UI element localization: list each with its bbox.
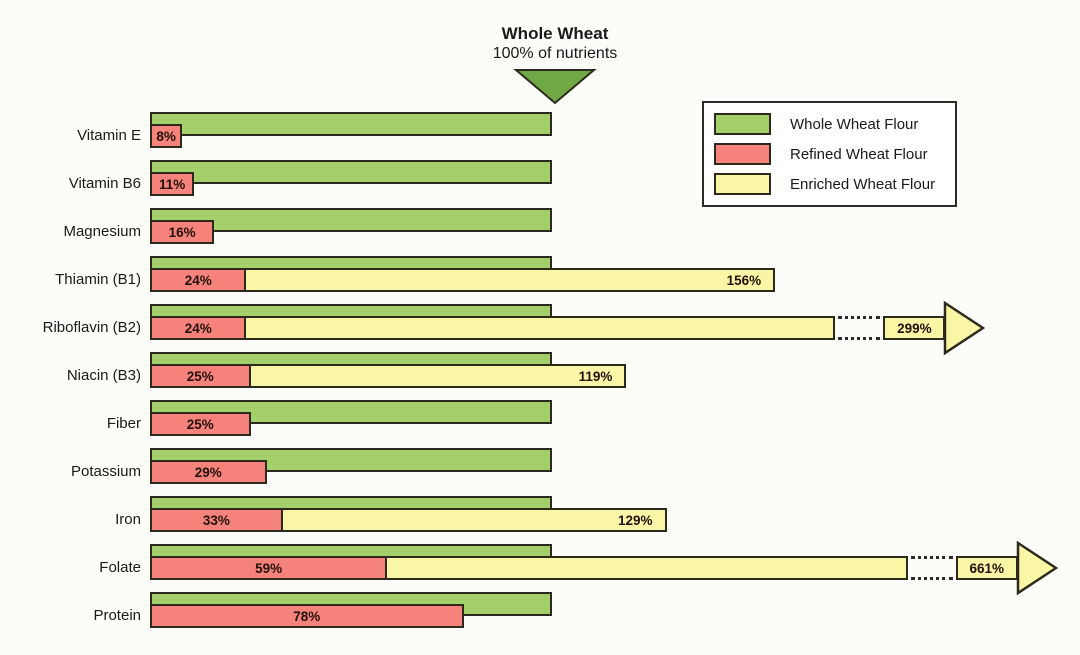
bar-line: 25% bbox=[150, 412, 251, 436]
legend-swatch-refined-wheat-icon bbox=[714, 143, 771, 165]
row-label: Magnesium bbox=[63, 223, 141, 240]
legend-swatch-whole-wheat-icon bbox=[714, 113, 771, 135]
refined-bar: 78% bbox=[150, 604, 464, 628]
refined-bar: 59% bbox=[150, 556, 388, 580]
offscale-value-label: 299% bbox=[897, 320, 932, 336]
chart-subtitle: 100% of nutrients bbox=[492, 45, 618, 62]
enriched-value-label: 119% bbox=[578, 368, 613, 384]
chart-row: Vitamin B6 11% bbox=[0, 160, 1080, 208]
refined-bar: 25% bbox=[150, 364, 251, 388]
enriched-value-label: 156% bbox=[726, 272, 762, 288]
enriched-bar: 156% bbox=[244, 268, 776, 292]
refined-bar: 25% bbox=[150, 412, 251, 436]
refined-bar: 24% bbox=[150, 316, 247, 340]
enriched-bar bbox=[385, 556, 908, 580]
legend: Whole Wheat Flour Refined Wheat Flour En… bbox=[702, 101, 957, 207]
chart-row: Magnesium 16% bbox=[0, 208, 1080, 256]
row-label: Riboflavin (B2) bbox=[42, 319, 141, 336]
legend-item: Refined Wheat Flour bbox=[714, 143, 945, 165]
chart-title: Whole Wheat bbox=[501, 24, 609, 43]
refined-bar: 11% bbox=[150, 172, 195, 196]
chart-row: Niacin (B3) 25% 119% bbox=[0, 352, 1080, 400]
whole-wheat-bar bbox=[150, 208, 552, 232]
whole-wheat-bar bbox=[150, 112, 552, 136]
legend-label: Whole Wheat Flour bbox=[790, 115, 919, 133]
offscale-break-dots bbox=[910, 556, 953, 580]
refined-value-label: 78% bbox=[293, 608, 321, 624]
chart-row: Riboflavin (B2) 24% 299% bbox=[0, 300, 1080, 356]
row-label: Niacin (B3) bbox=[66, 367, 141, 384]
bar-line: 11% bbox=[150, 172, 195, 196]
enriched-bar bbox=[244, 316, 836, 340]
legend-swatch-enriched-wheat-icon bbox=[714, 173, 771, 195]
bar-line: 8% bbox=[150, 124, 183, 148]
refined-bar: 24% bbox=[150, 268, 247, 292]
bar-line: 33% 129% bbox=[150, 508, 667, 532]
chart-row: Folate 59% 661% bbox=[0, 540, 1080, 596]
refined-value-label: 59% bbox=[255, 560, 283, 576]
row-label: Iron bbox=[115, 511, 141, 528]
bar-line: 24% 299% bbox=[150, 300, 986, 356]
legend-label: Enriched Wheat Flour bbox=[790, 175, 936, 193]
row-label: Vitamin E bbox=[77, 127, 141, 144]
refined-value-label: 24% bbox=[184, 320, 212, 336]
row-label: Protein bbox=[93, 607, 141, 624]
whole-wheat-bar bbox=[150, 160, 552, 184]
refined-value-label: 8% bbox=[156, 128, 176, 144]
bar-line: 25% 119% bbox=[150, 364, 627, 388]
offscale-value-box: 299% bbox=[883, 316, 946, 340]
offscale-value-box: 661% bbox=[955, 556, 1018, 580]
row-label: Potassium bbox=[70, 463, 141, 480]
offscale-arrowhead-icon bbox=[1016, 540, 1058, 596]
refined-bar: 16% bbox=[150, 220, 215, 244]
row-label: Thiamin (B1) bbox=[55, 271, 141, 288]
refined-value-label: 24% bbox=[184, 272, 212, 288]
refined-value-label: 29% bbox=[194, 464, 222, 480]
bar-line: 29% bbox=[150, 460, 267, 484]
bar-line: 78% bbox=[150, 604, 464, 628]
offscale-break-dots bbox=[838, 316, 881, 340]
legend-item: Whole Wheat Flour bbox=[714, 113, 945, 135]
chart-row: Protein 78% bbox=[0, 592, 1080, 640]
refined-bar: 8% bbox=[150, 124, 183, 148]
legend-label: Refined Wheat Flour bbox=[790, 145, 928, 163]
refined-bar: 29% bbox=[150, 460, 267, 484]
bar-line: 59% 661% bbox=[150, 540, 1058, 596]
refined-bar: 33% bbox=[150, 508, 283, 532]
enriched-bar: 129% bbox=[280, 508, 667, 532]
row-label: Fiber bbox=[106, 415, 141, 432]
bar-line: 16% bbox=[150, 220, 215, 244]
reference-marker-triangle-icon bbox=[513, 69, 597, 105]
refined-value-label: 25% bbox=[186, 416, 214, 432]
chart-row: Thiamin (B1) 24% 156% bbox=[0, 256, 1080, 304]
chart-header: Whole Wheat 100% of nutrients bbox=[405, 24, 705, 106]
chart-row: Fiber 25% bbox=[0, 400, 1080, 448]
bar-line: 24% 156% bbox=[150, 268, 776, 292]
enriched-bar: 119% bbox=[248, 364, 627, 388]
refined-value-label: 11% bbox=[158, 176, 186, 192]
offscale-arrowhead-icon bbox=[944, 300, 986, 356]
refined-value-label: 16% bbox=[168, 224, 196, 240]
refined-value-label: 25% bbox=[186, 368, 214, 384]
legend-item: Enriched Wheat Flour bbox=[714, 173, 945, 195]
offscale-value-label: 661% bbox=[969, 560, 1005, 576]
chart-row: Vitamin E 8% bbox=[0, 112, 1080, 160]
refined-value-label: 33% bbox=[202, 512, 230, 528]
chart-row: Iron 33% 129% bbox=[0, 496, 1080, 544]
row-label: Vitamin B6 bbox=[68, 175, 141, 192]
rows: Vitamin E 8% Vitamin B6 11% Magnesium bbox=[0, 112, 1080, 640]
enriched-value-label: 129% bbox=[618, 512, 653, 528]
row-label: Folate bbox=[99, 559, 141, 576]
chart-row: Potassium 29% bbox=[0, 448, 1080, 496]
